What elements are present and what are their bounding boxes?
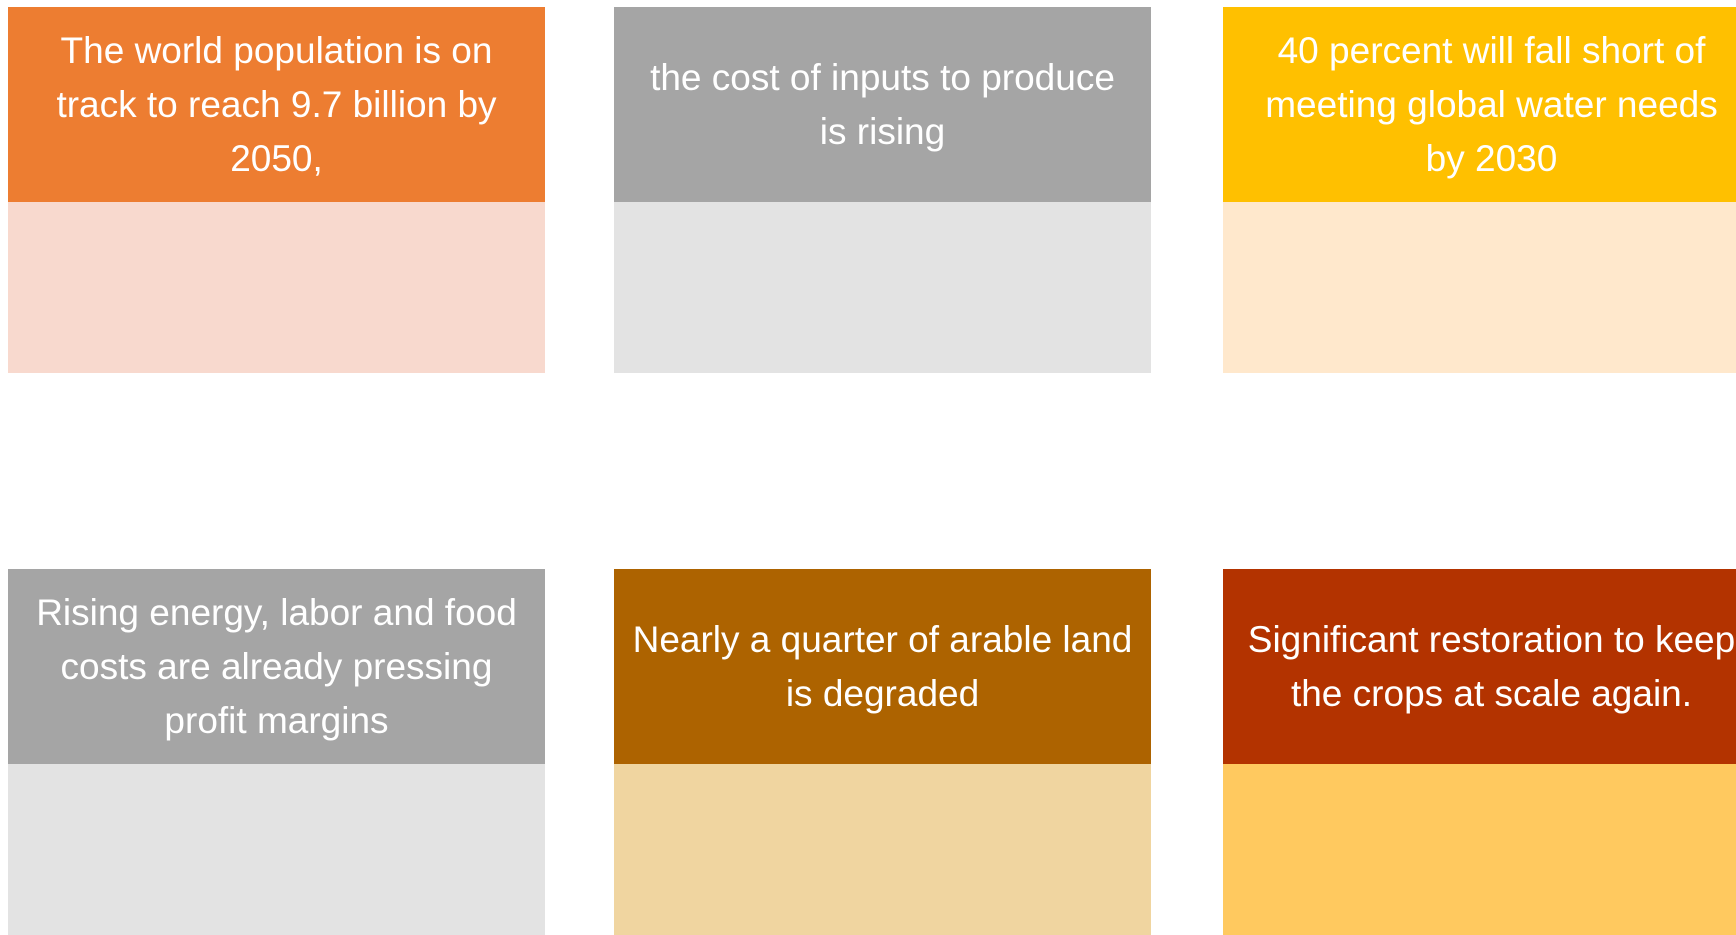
card-header: 40 percent will fall short of meeting gl… [1223, 7, 1736, 202]
card-header: the cost of inputs to produce is rising [614, 7, 1151, 202]
card: Significant restoration to keep the crop… [1223, 569, 1736, 935]
card-text: Nearly a quarter of arable land is degra… [632, 618, 1133, 714]
card-text: Significant restoration to keep the crop… [1247, 618, 1736, 714]
card: Nearly a quarter of arable land is degra… [614, 569, 1151, 935]
card-body [1223, 764, 1736, 935]
card-text: Rising energy, labor and food costs are … [36, 591, 517, 741]
card-body [1223, 202, 1736, 373]
card-header: Significant restoration to keep the crop… [1223, 569, 1736, 764]
card-text: 40 percent will fall short of meeting gl… [1265, 29, 1718, 179]
card-body [614, 764, 1151, 935]
card-header: Rising energy, labor and food costs are … [8, 569, 545, 764]
card: The world population is on track to reac… [8, 7, 545, 373]
card: the cost of inputs to produce is rising [614, 7, 1151, 373]
card-text: The world population is on track to reac… [56, 29, 497, 179]
card-text: the cost of inputs to produce is rising [650, 56, 1115, 152]
card-body [8, 202, 545, 373]
card: Rising energy, labor and food costs are … [8, 569, 545, 935]
card-body [614, 202, 1151, 373]
card-header: The world population is on track to reac… [8, 7, 545, 202]
card-header: Nearly a quarter of arable land is degra… [614, 569, 1151, 764]
card-body [8, 764, 545, 935]
card: 40 percent will fall short of meeting gl… [1223, 7, 1736, 373]
